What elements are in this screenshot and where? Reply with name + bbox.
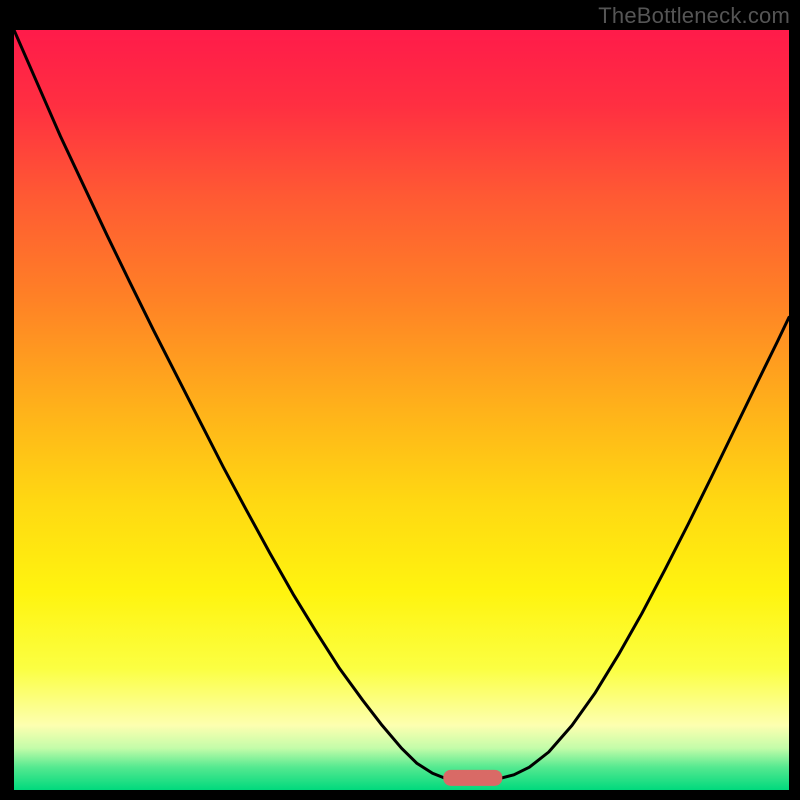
watermark-text: TheBottleneck.com — [598, 3, 790, 29]
bottleneck-chart — [0, 0, 800, 800]
optimal-point-marker — [444, 770, 502, 785]
chart-plot-background — [14, 30, 789, 790]
